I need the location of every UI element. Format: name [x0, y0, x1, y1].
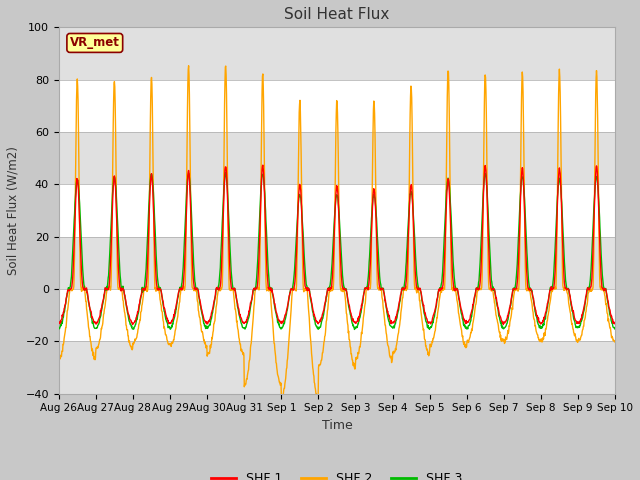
- Bar: [59, 27, 615, 80]
- X-axis label: Time: Time: [321, 419, 352, 432]
- Text: VR_met: VR_met: [70, 36, 120, 49]
- Title: Soil Heat Flux: Soil Heat Flux: [284, 7, 390, 22]
- Bar: [59, 132, 615, 184]
- Legend: SHF 1, SHF 2, SHF 3: SHF 1, SHF 2, SHF 3: [206, 467, 468, 480]
- Bar: [59, 237, 615, 289]
- Bar: [59, 341, 615, 394]
- Y-axis label: Soil Heat Flux (W/m2): Soil Heat Flux (W/m2): [7, 146, 20, 275]
